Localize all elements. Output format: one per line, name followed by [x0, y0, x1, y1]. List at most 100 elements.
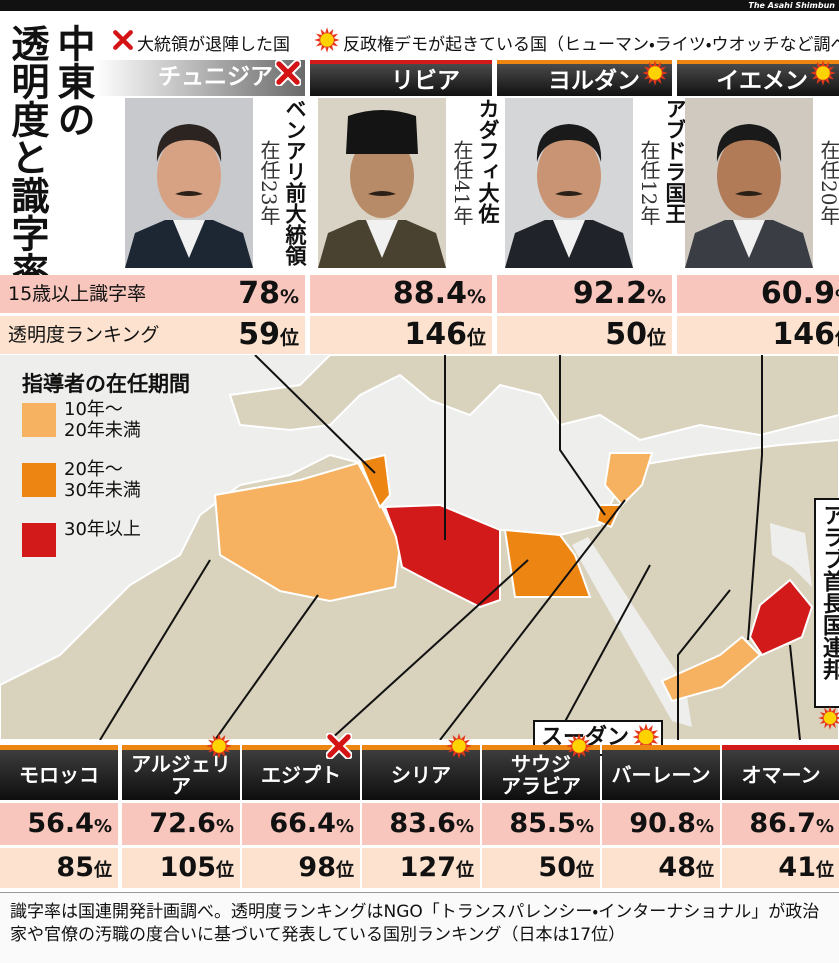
value: 50: [538, 852, 576, 883]
map-legend-title: 指導者の在任期間: [22, 368, 190, 398]
value-cell: 72.6%: [122, 803, 240, 845]
legend-swatch: [22, 463, 56, 497]
protest-icon: [818, 706, 839, 730]
leader-tenure: 在任20年: [817, 140, 839, 225]
leader-header: リビア: [310, 60, 492, 96]
unit: 位: [94, 860, 112, 881]
value: 48: [658, 852, 696, 883]
row-label: 透明度ランキング: [0, 316, 205, 354]
country-name: オマーン: [722, 750, 839, 800]
burst-core: [639, 730, 654, 745]
resigned-icon: [275, 60, 301, 86]
value-cell: 105位: [122, 848, 240, 888]
value-cell: 83.6%: [362, 803, 480, 845]
value: 59: [238, 317, 280, 352]
value-cell: 56.4%: [0, 803, 118, 845]
unit: %: [467, 286, 486, 308]
burst-core: [572, 739, 586, 753]
unit: %: [835, 286, 839, 308]
unit: %: [216, 816, 234, 837]
unit: 位: [696, 860, 714, 881]
value-cell: 66.4%: [242, 803, 360, 845]
leader-tenure: 在任41年: [450, 140, 474, 225]
leader-name: アブドラ国王: [663, 98, 687, 224]
leader-header: チュニジア: [95, 60, 305, 96]
value: 98: [298, 852, 336, 883]
face: [157, 134, 221, 218]
protest-icon: [314, 27, 340, 53]
unit: 位: [216, 860, 234, 881]
burst-core: [648, 66, 662, 80]
value-cell: 85位: [0, 848, 118, 888]
row-label: 15歳以上識字率: [0, 275, 205, 313]
unit: 位: [576, 860, 594, 881]
value: 83.6: [389, 808, 456, 839]
value-cell: 90.8%: [602, 803, 720, 845]
value-cell: 85.5%: [482, 803, 600, 845]
unit: 位: [467, 327, 486, 349]
value: 146: [404, 317, 467, 352]
protest-icon: [642, 60, 668, 86]
value-cell: 59位: [205, 316, 305, 354]
value-cell: 127位: [362, 848, 480, 888]
title-line: 中東の: [52, 24, 94, 138]
unit: 位: [336, 860, 354, 881]
value-cell: 50位: [482, 848, 600, 888]
country-header: オマーン: [722, 745, 839, 800]
value: 78: [238, 276, 280, 311]
unit: %: [94, 816, 112, 837]
burst-core: [452, 739, 466, 753]
value: 85: [56, 852, 94, 883]
protest-icon: [810, 60, 836, 86]
legend-swatch: [22, 403, 56, 437]
unit: %: [647, 286, 666, 308]
legend-swatch: [22, 523, 56, 557]
legend-text: 反政権デモが起きている国（ヒューマン・ライツ・ウオッチなど調べ: [343, 30, 839, 55]
unit: %: [280, 286, 299, 308]
title-line: 透明度と識字率: [6, 24, 48, 290]
value: 41: [778, 852, 816, 883]
value-cell: 146位: [310, 316, 492, 354]
map-label: アラブ首長国連邦: [818, 504, 839, 680]
value: 60.9: [761, 276, 835, 311]
country-name: リビア: [391, 64, 460, 98]
unit: 位: [280, 327, 299, 349]
leader-tenure: 在任12年: [637, 140, 661, 225]
unit: %: [696, 816, 714, 837]
value-cell: 146位: [677, 316, 839, 354]
country-name: ヨルダン: [548, 64, 640, 98]
map-label-box: アラブ首長国連邦: [814, 498, 839, 708]
burst-core: [816, 66, 830, 80]
country-name: モロッコ: [0, 750, 118, 800]
portrait: [125, 98, 253, 268]
value: 50: [605, 317, 647, 352]
unit: %: [816, 816, 834, 837]
burst-core: [824, 712, 836, 724]
unit: 位: [456, 860, 474, 881]
value: 88.4: [393, 276, 467, 311]
value: 90.8: [629, 808, 696, 839]
value-cell: 86.7%: [722, 803, 839, 845]
legend-text: 大統領が退陣した国: [137, 30, 290, 55]
value-cell: 78%: [205, 275, 305, 313]
value: 105: [160, 852, 216, 883]
value: 92.2: [573, 276, 647, 311]
portrait: [685, 98, 813, 268]
hat: [346, 110, 418, 154]
country-name: バーレーン: [602, 750, 720, 800]
value: 146: [772, 317, 835, 352]
value-cell: 92.2%: [497, 275, 672, 313]
protest-icon: [566, 733, 592, 759]
value: 85.5: [509, 808, 576, 839]
value-cell: 50位: [497, 316, 672, 354]
face: [537, 134, 601, 218]
value-cell: 48位: [602, 848, 720, 888]
unit: 位: [816, 860, 834, 881]
value: 66.4: [269, 808, 336, 839]
footnote: 識字率は国連開発計画調べ。透明度ランキングはNGO「トランスパレンシー・インター…: [0, 892, 839, 963]
value: 56.4: [27, 808, 94, 839]
burst-core: [320, 33, 334, 47]
country-header: モロッコ: [0, 745, 118, 800]
country-header: バーレーン: [602, 745, 720, 800]
legend-label: 10年～ 20年未満: [64, 399, 141, 441]
